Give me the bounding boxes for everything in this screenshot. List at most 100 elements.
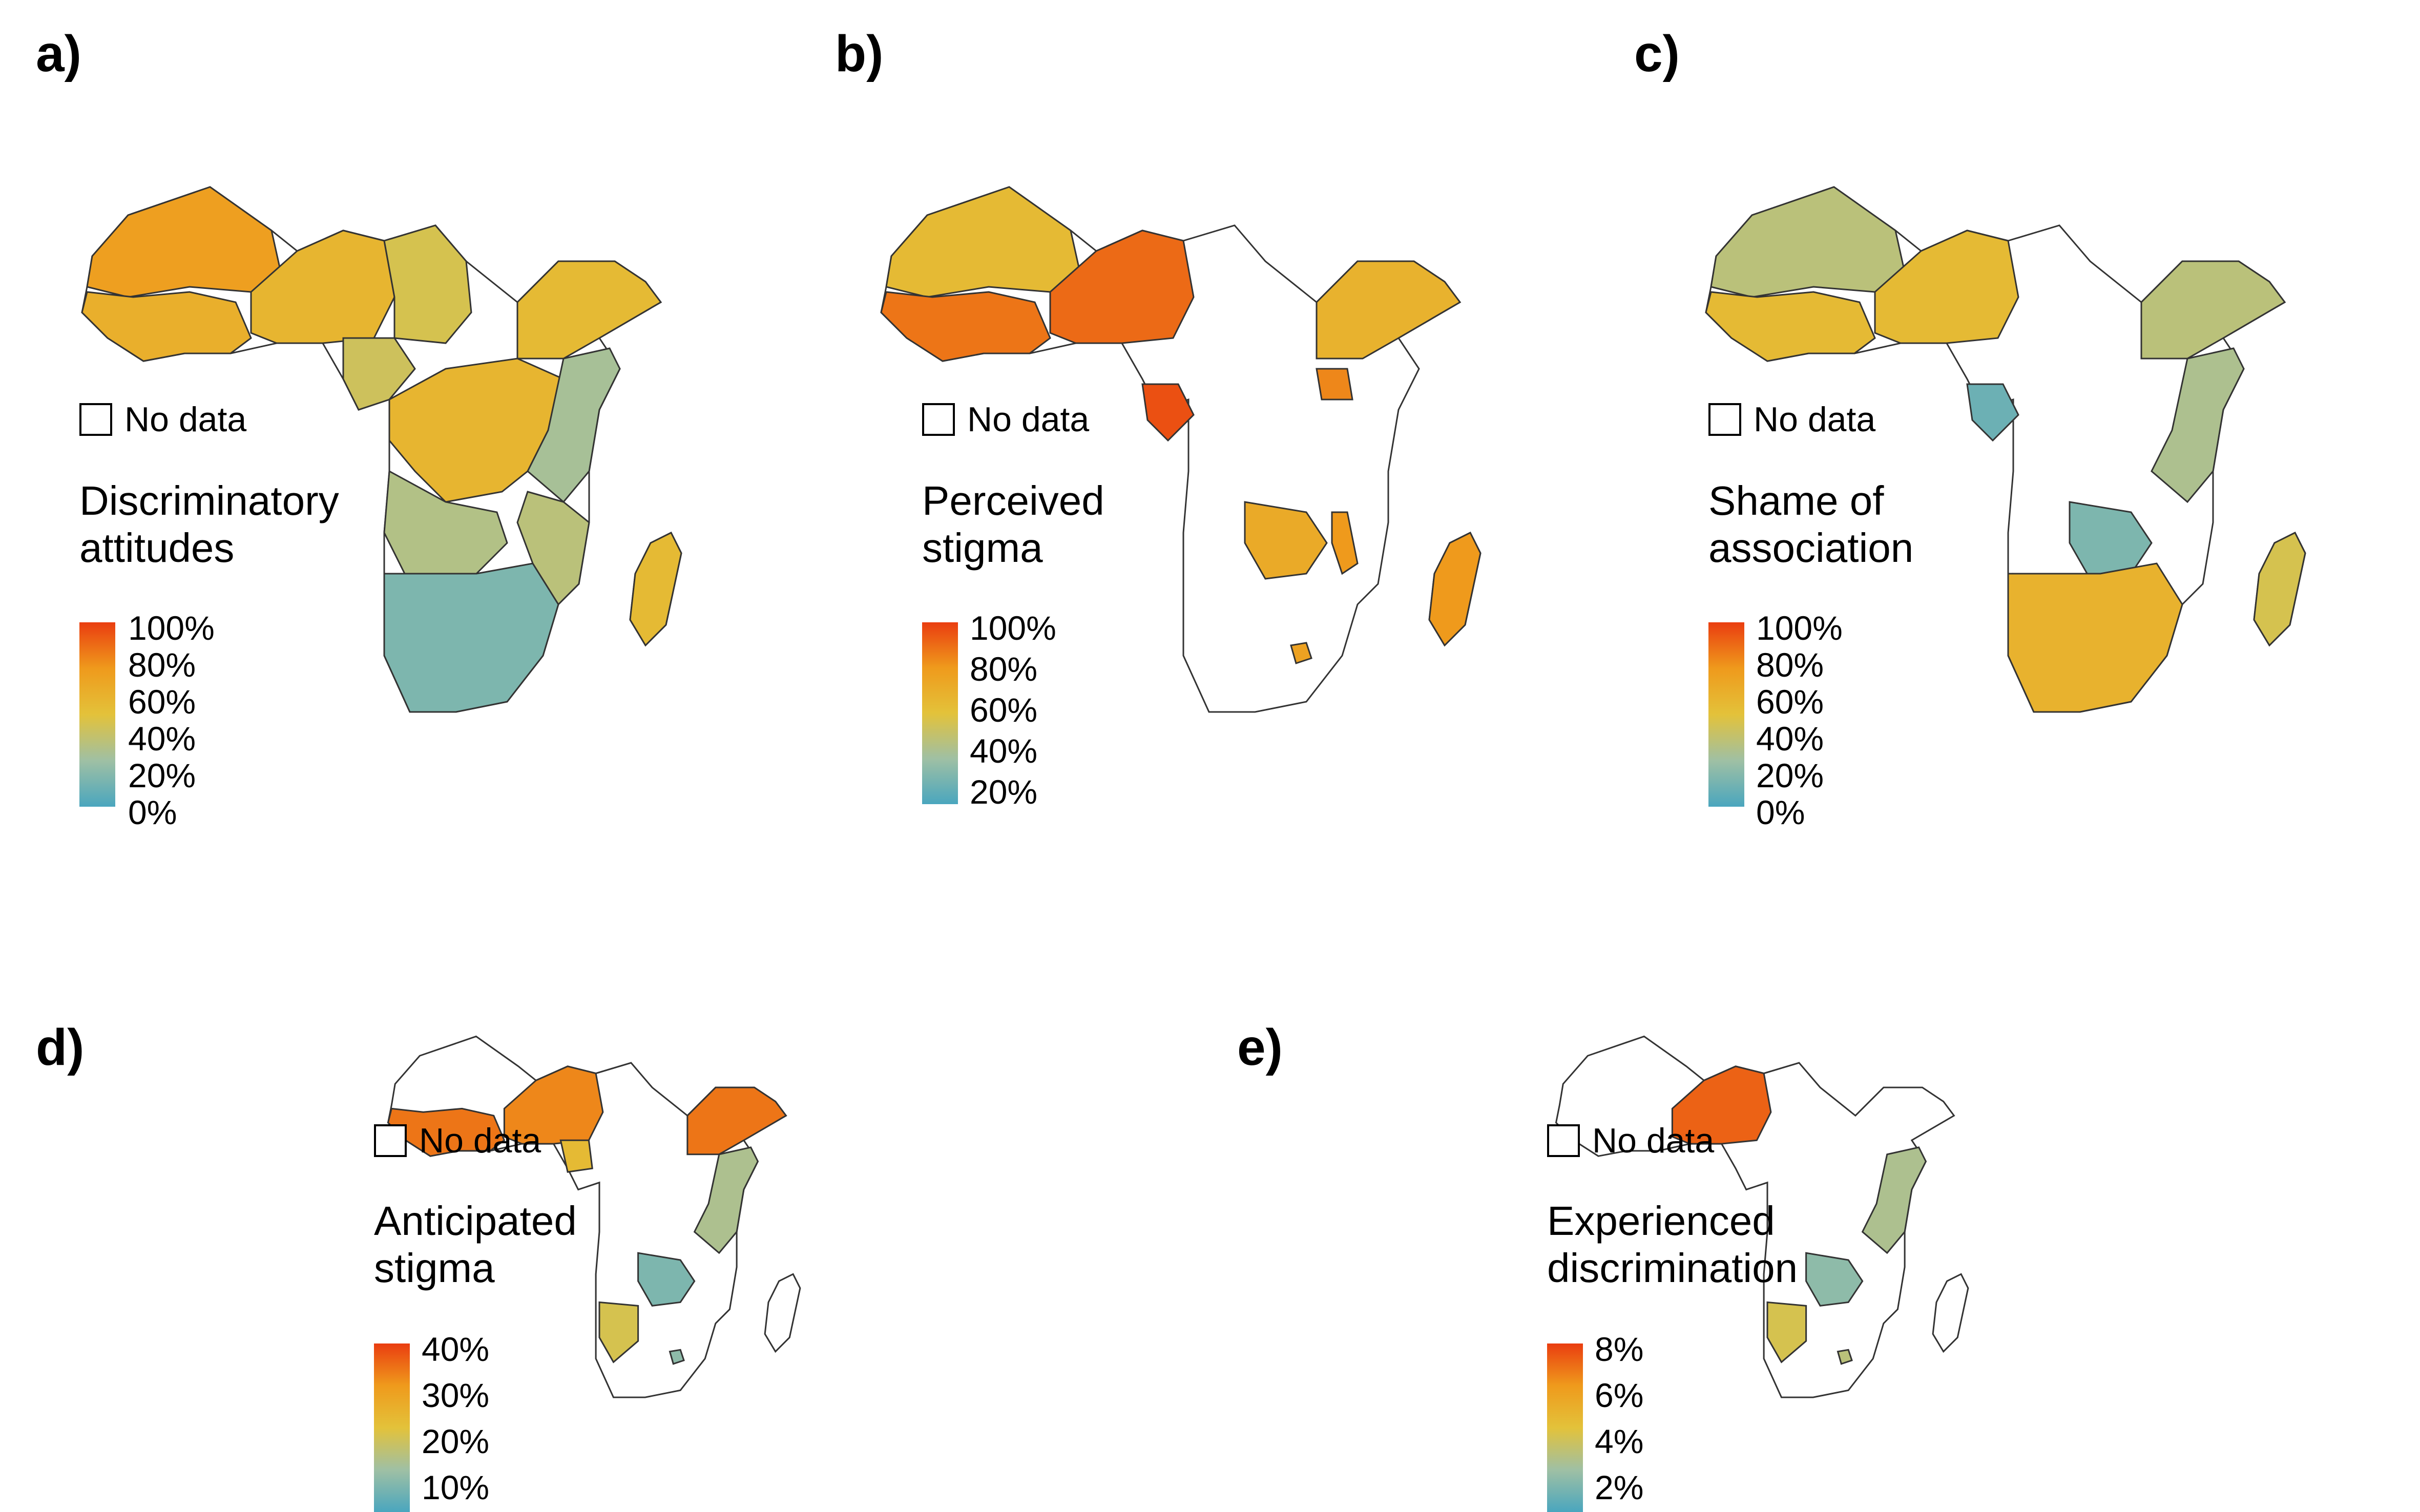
no-data-swatch — [1708, 403, 1741, 436]
region-southern — [383, 562, 559, 713]
no-data-legend: No data — [1708, 400, 1875, 439]
no-data-legend: No data — [922, 400, 1089, 439]
tick-label: 8% — [1595, 1330, 1644, 1368]
no-data-swatch — [1547, 1124, 1580, 1157]
region-sahel-center — [250, 229, 395, 344]
tick-label: 80% — [970, 650, 1038, 688]
region-southern — [2007, 562, 2183, 713]
panel-label: e) — [1237, 1019, 1283, 1076]
tick-label: 60% — [970, 691, 1038, 729]
region-sahel-center — [503, 1065, 604, 1145]
no-data-label: No data — [1754, 400, 1876, 439]
color-bar — [1547, 1343, 1583, 1512]
legend-title: Experienced discrimination — [1547, 1198, 1798, 1291]
africa-map — [1705, 186, 2306, 713]
panel-label: c) — [1634, 25, 1680, 82]
tick-label: 40% — [128, 720, 196, 758]
tick-label: 40% — [422, 1330, 490, 1368]
tick-label: 20% — [422, 1422, 490, 1460]
panel-b: b) No data Perceived stigma 100% 80% 60% 40… — [799, 0, 1598, 845]
tick-label: 6% — [1595, 1376, 1644, 1414]
region-gabon — [1141, 383, 1195, 442]
region-gabon — [1966, 383, 2019, 442]
panel-d: d) No data Anticipated stigma 40% 30% 20% 1… — [0, 948, 1209, 1512]
region-madagascar — [2253, 531, 2306, 647]
region-west-coast — [1705, 291, 1876, 362]
region-uganda — [1316, 368, 1353, 401]
region-namibia — [598, 1301, 639, 1363]
region-west-coast — [880, 291, 1051, 362]
color-bar — [1708, 622, 1744, 807]
tick-label: 20% — [1756, 757, 1824, 794]
no-data-legend: No data — [1547, 1121, 1714, 1161]
region-zambia-zim — [637, 1252, 696, 1307]
panel-label: a) — [36, 25, 81, 82]
color-bar — [79, 622, 115, 807]
no-data-swatch — [79, 403, 112, 436]
tick-label: 100% — [970, 609, 1056, 647]
region-sahel-east — [383, 224, 472, 344]
africa-map — [880, 186, 1482, 713]
region-west-north — [1710, 186, 1907, 298]
region-mozambique — [516, 491, 590, 606]
tick-label: 40% — [1756, 720, 1824, 758]
region-madagascar — [1428, 531, 1482, 647]
tick-label: 60% — [1756, 683, 1824, 721]
legend-title: Discriminatory attitudes — [79, 478, 339, 571]
region-cameroon — [559, 1139, 593, 1173]
tick-label: 2% — [1595, 1468, 1644, 1506]
africa-map — [387, 1035, 801, 1398]
color-bar — [374, 1343, 410, 1512]
region-sahel-center — [1049, 229, 1195, 344]
tick-label: 30% — [422, 1376, 490, 1414]
region-lesotho — [1837, 1349, 1853, 1365]
panel-a: a) No data Discriminatory attitudes 100%… — [0, 0, 799, 845]
color-bar — [922, 622, 958, 804]
no-data-swatch — [374, 1124, 407, 1157]
region-east — [693, 1146, 759, 1254]
legend-title: Shame of association — [1708, 478, 1914, 571]
tick-label: 0% — [1756, 793, 1805, 831]
tick-label: 60% — [128, 683, 196, 721]
region-east — [527, 347, 621, 503]
no-data-legend: No data — [374, 1121, 541, 1161]
no-data-label: No data — [419, 1121, 541, 1160]
tick-label: 100% — [128, 609, 215, 647]
region-horn — [1316, 260, 1462, 360]
region-zambia-zim — [1805, 1252, 1864, 1307]
panel-label: b) — [835, 25, 884, 82]
region-lesotho — [1290, 642, 1312, 664]
region-horn — [516, 260, 662, 360]
region-madagascar-outline — [764, 1273, 801, 1353]
tick-label: 40% — [970, 732, 1038, 770]
region-east — [1861, 1146, 1927, 1254]
no-data-label: No data — [967, 400, 1090, 439]
region-malawi — [1331, 511, 1359, 575]
region-sahel-center — [1874, 229, 2019, 344]
region-sahel-center — [1671, 1065, 1772, 1145]
region-angola — [383, 470, 508, 575]
tick-label: 100% — [1756, 609, 1843, 647]
panel-c: c) No data Shame of association 100% 80% 6… — [1598, 0, 2420, 845]
tick-label: 10% — [422, 1468, 490, 1506]
legend-title: Anticipated stigma — [374, 1198, 577, 1291]
region-horn — [2140, 260, 2286, 360]
africa-map — [81, 186, 682, 713]
region-west-north — [86, 186, 283, 298]
no-data-swatch — [922, 403, 955, 436]
tick-label: 80% — [1756, 646, 1824, 684]
no-data-legend: No data — [79, 400, 246, 439]
region-madagascar-outline — [1932, 1273, 1969, 1353]
legend-title: Perceived stigma — [922, 478, 1104, 571]
continent-outline — [1555, 1035, 1955, 1398]
tick-label: 80% — [128, 646, 196, 684]
region-madagascar — [629, 531, 682, 647]
region-horn — [686, 1086, 787, 1156]
region-east — [2151, 347, 2245, 503]
region-zambia-zim — [1244, 501, 1328, 580]
region-namibia — [1766, 1301, 1807, 1363]
panel-label: d) — [36, 1019, 85, 1076]
tick-label: 4% — [1595, 1422, 1644, 1460]
region-west-north — [885, 186, 1082, 298]
panel-e: e) No data Experienced discrimination 8%… — [1209, 948, 2420, 1512]
